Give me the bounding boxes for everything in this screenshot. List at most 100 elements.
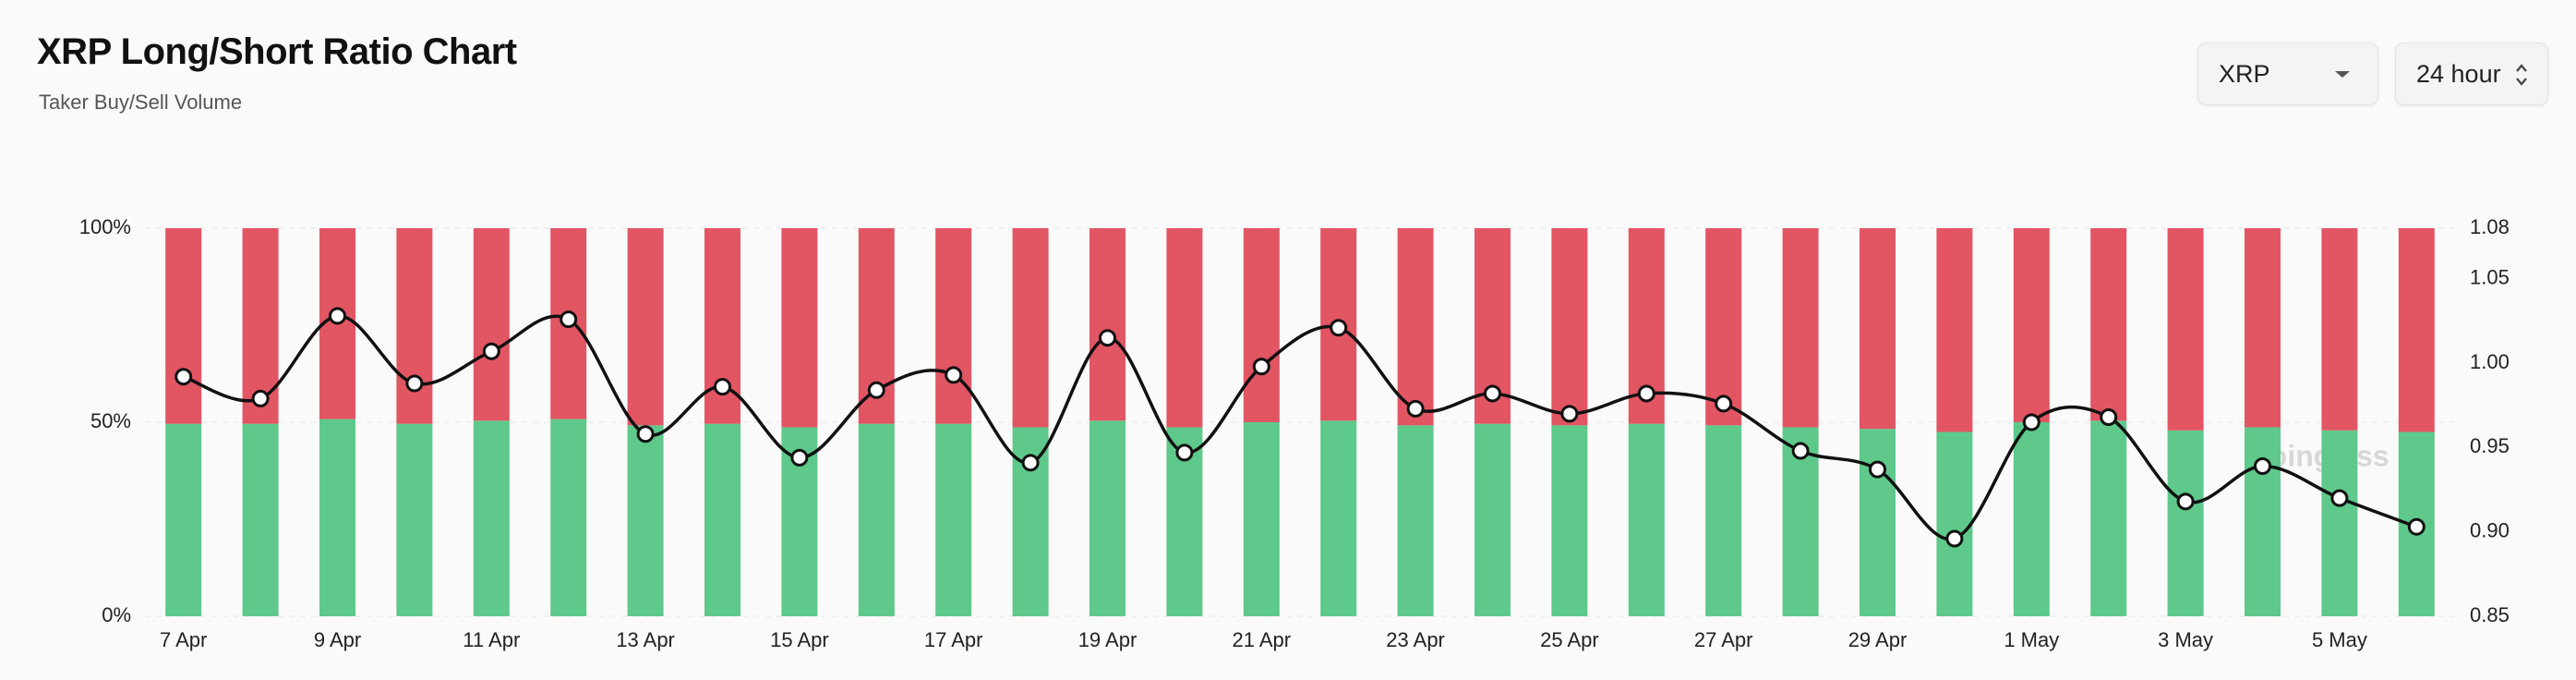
dropdown-arrow — [2335, 71, 2350, 78]
x-tick-label: 11 Apr — [463, 628, 520, 651]
bar-segment — [1551, 228, 1588, 426]
bar-segment — [2090, 420, 2127, 616]
bar-segment — [627, 425, 664, 616]
bar-segment — [319, 419, 355, 616]
bar-segment — [2167, 228, 2204, 431]
bar-segment — [1936, 228, 1973, 432]
bar-segment — [1089, 228, 1125, 421]
bar-segment — [627, 228, 664, 426]
bar-segment — [1475, 423, 1511, 616]
ratio-point — [2022, 413, 2040, 431]
ratio-point — [714, 378, 731, 396]
bar-segment — [473, 228, 510, 421]
coin-label: XRP — [2219, 59, 2270, 88]
bar-segment — [396, 228, 433, 424]
x-tick-label: 13 Apr — [616, 628, 675, 651]
ratio-point — [560, 310, 578, 329]
ratio-point — [945, 366, 963, 384]
bar-segment — [2321, 228, 2358, 431]
x-tick-label: 15 Apr — [770, 628, 829, 651]
range-select[interactable]: 24 hour — [2395, 42, 2548, 105]
ratio-point — [1637, 384, 1655, 403]
bar-segment — [396, 423, 433, 616]
sort-arrows — [2516, 64, 2527, 86]
y-tick-label: 50% — [90, 409, 131, 432]
bar-segment — [1936, 431, 1973, 616]
bar-segment — [1397, 425, 1434, 616]
y2-tick-label: 0.85 — [2470, 603, 2510, 626]
ratio-point — [1406, 399, 1425, 418]
ratio-point — [2407, 517, 2426, 536]
ratio-point — [790, 448, 809, 467]
ratio-point — [1791, 442, 1810, 460]
x-tick-label: 23 Apr — [1386, 628, 1445, 651]
bar-segment — [2013, 422, 2050, 616]
ratio-line — [183, 314, 2417, 541]
bar-segment — [242, 423, 279, 616]
bar-segment — [1166, 228, 1203, 428]
ratio-point — [1175, 443, 1194, 462]
bar-segment — [1705, 425, 1742, 616]
coin-select[interactable]: XRP — [2197, 42, 2378, 105]
bar-segment — [165, 423, 202, 616]
bar-segment — [2321, 430, 2358, 616]
bar-segment — [473, 420, 510, 616]
bar-segment — [1860, 228, 1896, 430]
bar-segment — [165, 228, 202, 424]
bar-segment — [550, 419, 587, 616]
x-tick-label: 27 Apr — [1694, 628, 1753, 651]
x-tick-label: 29 Apr — [1848, 628, 1908, 651]
x-tick-label: 17 Apr — [924, 628, 983, 651]
ratio-point — [1560, 405, 1579, 423]
ratio-point — [1869, 460, 1886, 479]
bar-segment — [704, 423, 740, 616]
ratio-point — [175, 368, 193, 386]
ratio-point — [2100, 408, 2118, 427]
ratio-point — [1484, 384, 1501, 403]
y2-tick-label: 0.95 — [2470, 434, 2510, 457]
bar-segment — [1551, 425, 1588, 616]
x-tick-label: 5 May — [2312, 628, 2367, 651]
ratio-point — [2176, 492, 2195, 511]
ratio-point — [329, 307, 346, 325]
bar-segment — [1320, 420, 1357, 616]
y-tick-label: 100% — [79, 215, 131, 238]
bar-segment — [1397, 228, 1434, 426]
bar-segment — [2245, 427, 2281, 616]
x-tick-label: 19 Apr — [1078, 628, 1138, 651]
bar-segment — [781, 228, 818, 428]
bar-segment — [2090, 228, 2127, 421]
x-tick-label: 3 May — [2158, 628, 2213, 651]
bar-segment — [935, 423, 972, 616]
ratio-point — [405, 374, 424, 393]
bar-segment — [1243, 422, 1280, 616]
chart-title: XRP Long/Short Ratio Chart — [37, 31, 517, 72]
ratio-point — [1715, 395, 1733, 413]
bar-segment — [2013, 228, 2050, 422]
ratio-point — [2254, 456, 2271, 475]
ratio-point — [1021, 454, 1040, 472]
bar-segment — [1628, 423, 1665, 616]
bar-segment — [2245, 228, 2281, 428]
ratio-point — [482, 342, 500, 360]
x-tick-label: 7 Apr — [160, 628, 207, 651]
bar-segment — [858, 423, 895, 616]
y2-tick-label: 1.08 — [2470, 215, 2510, 238]
y-tick-label: 0% — [102, 603, 131, 626]
ratio-point — [1945, 529, 1964, 548]
ratio-point — [251, 389, 270, 407]
bar-segment — [935, 228, 972, 424]
ratio-point — [1099, 329, 1116, 347]
bar-segment — [1782, 228, 1819, 428]
ratio-point — [1252, 358, 1270, 376]
y2-tick-label: 1.00 — [2470, 350, 2510, 373]
bar-segment — [1089, 420, 1125, 616]
bar-segment — [1243, 228, 1280, 422]
bar-segment — [1860, 429, 1896, 616]
ratio-point — [2330, 489, 2349, 507]
x-tick-label: 21 Apr — [1232, 628, 1291, 651]
x-tick-label: 9 Apr — [314, 628, 361, 651]
bar-segment — [2167, 430, 2204, 616]
